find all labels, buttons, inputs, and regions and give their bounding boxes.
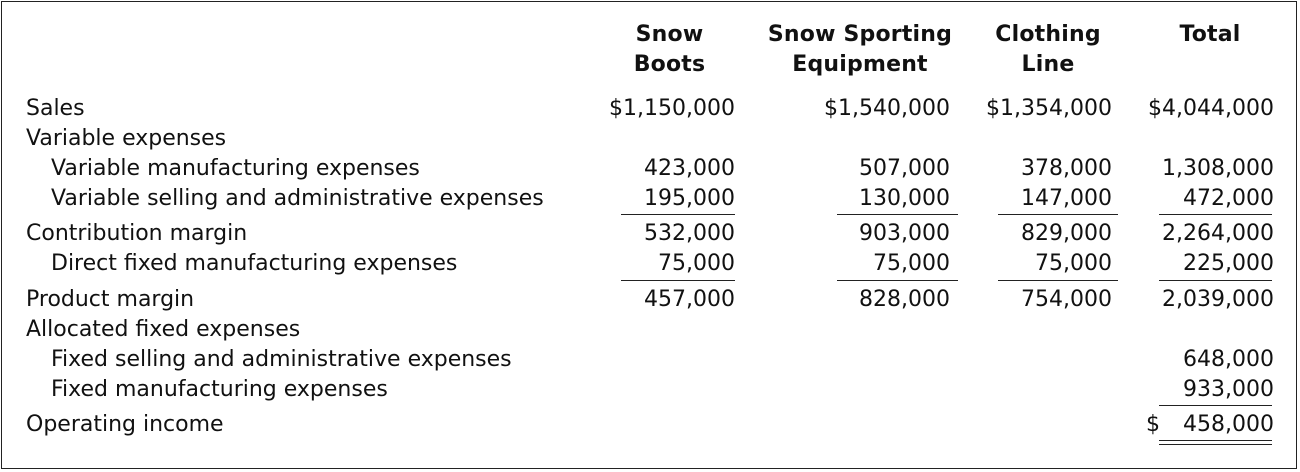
- row-fixed-selling-admin: Fixed selling and administrative expense…: [0, 345, 1300, 375]
- header-snow-boots: Snow Boots: [633, 22, 706, 77]
- cell-snow-sporting: 507,000: [859, 156, 950, 181]
- row-variable-expenses: Variable expenses: [0, 124, 1300, 154]
- underline: [1159, 280, 1272, 281]
- cell-snow-sporting: 903,000: [859, 221, 950, 246]
- cell-snow-sporting: 130,000: [859, 186, 950, 211]
- underline: [621, 280, 735, 281]
- cell-total: 648,000: [1183, 347, 1274, 372]
- underline: [998, 280, 1118, 281]
- row-operating-income: Operating income $ 458,000: [0, 410, 1300, 440]
- cell-snow-sporting: $1,540,000: [824, 96, 950, 121]
- cell-snow-sporting: 828,000: [859, 287, 950, 312]
- row-label: Variable expenses: [26, 126, 227, 151]
- row-label: Product margin: [26, 287, 195, 312]
- row-sales: Sales $1,150,000 $1,540,000 $1,354,000 $…: [0, 94, 1300, 124]
- cell-total: 933,000: [1183, 377, 1274, 402]
- cell-snow-boots: $1,150,000: [609, 96, 735, 121]
- row-label: Fixed selling and administrative expense…: [51, 347, 512, 372]
- row-allocated-fixed-expenses: Allocated fixed expenses: [0, 315, 1300, 345]
- row-variable-selling-admin: Variable selling and administrative expe…: [0, 184, 1300, 214]
- double-underline: [1159, 440, 1272, 445]
- cell-snow-boots: 423,000: [644, 156, 735, 181]
- underline: [1159, 214, 1272, 215]
- cell-clothing: 75,000: [1035, 251, 1112, 276]
- cell-total: 1,308,000: [1162, 156, 1274, 181]
- cell-snow-boots: 457,000: [644, 287, 735, 312]
- underline: [837, 214, 958, 215]
- row-variable-manufacturing: Variable manufacturing expenses 423,000 …: [0, 154, 1300, 184]
- row-label: Variable selling and administrative expe…: [51, 186, 544, 211]
- cell-snow-boots: 75,000: [658, 251, 735, 276]
- cell-total: 458,000: [1183, 412, 1274, 437]
- underline: [621, 214, 735, 215]
- row-label: Sales: [26, 96, 85, 121]
- header-clothing-line: Clothing Line: [995, 22, 1101, 77]
- row-label: Direct fixed manufacturing expenses: [51, 251, 458, 276]
- cell-clothing: $1,354,000: [986, 96, 1112, 121]
- cell-snow-boots: 532,000: [644, 221, 735, 246]
- underline: [837, 280, 958, 281]
- row-fixed-manufacturing: Fixed manufacturing expenses 933,000: [0, 375, 1300, 405]
- row-contribution-margin: Contribution margin 532,000 903,000 829,…: [0, 219, 1300, 249]
- header-total: Total: [1179, 22, 1241, 47]
- cell-total: 472,000: [1183, 186, 1274, 211]
- row-label: Allocated fixed expenses: [26, 317, 301, 342]
- underline: [998, 214, 1118, 215]
- cell-total: $4,044,000: [1148, 96, 1274, 121]
- currency-symbol: $: [1146, 412, 1160, 437]
- cell-clothing: 147,000: [1021, 186, 1112, 211]
- row-label: Contribution margin: [26, 221, 248, 246]
- row-product-margin: Product margin 457,000 828,000 754,000 2…: [0, 285, 1300, 315]
- cell-snow-sporting: 75,000: [873, 251, 950, 276]
- cell-clothing: 829,000: [1021, 221, 1112, 246]
- cell-total: 2,264,000: [1162, 221, 1274, 246]
- cell-clothing: 378,000: [1021, 156, 1112, 181]
- row-label: Variable manufacturing expenses: [51, 156, 420, 181]
- row-label: Operating income: [26, 412, 224, 437]
- cell-total: 2,039,000: [1162, 287, 1274, 312]
- row-label: Fixed manufacturing expenses: [51, 377, 388, 402]
- cell-total: 225,000: [1183, 251, 1274, 276]
- row-direct-fixed-manufacturing: Direct fixed manufacturing expenses 75,0…: [0, 249, 1300, 279]
- header-snow-sporting-equipment: Snow Sporting Equipment: [767, 22, 953, 77]
- cell-snow-boots: 195,000: [644, 186, 735, 211]
- cell-clothing: 754,000: [1021, 287, 1112, 312]
- underline: [1159, 405, 1272, 406]
